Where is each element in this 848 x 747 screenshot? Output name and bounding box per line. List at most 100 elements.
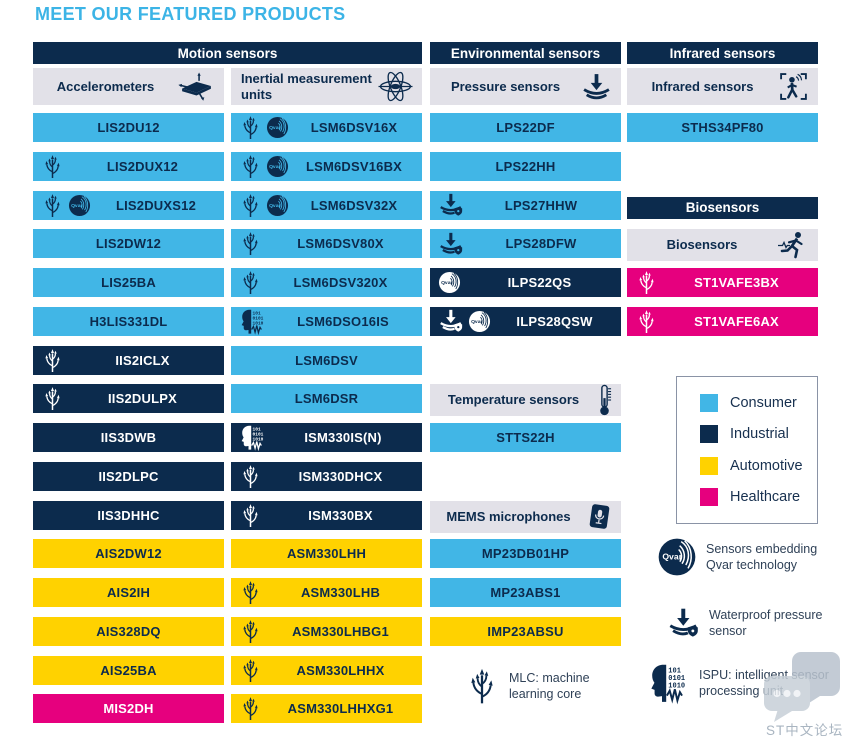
ispu-icon: 101 0101 1010	[241, 425, 264, 451]
product-row[interactable]: LIS2DU12	[33, 113, 224, 142]
product-row[interactable]: MP23DB01HP	[430, 539, 621, 569]
product-row[interactable]: ST1VAFE3BX	[627, 268, 818, 297]
page-title: MEET OUR FEATURED PRODUCTS	[35, 4, 346, 24]
product-label: ASM330LHHXG1	[287, 701, 394, 717]
product-row[interactable]: IIS3DWB	[33, 423, 224, 452]
product-label: LSM6DSO16IS	[297, 313, 389, 329]
svg-text:1010: 1010	[668, 682, 685, 690]
mlc-icon	[243, 503, 258, 527]
product-label: ISM330DHCX	[298, 468, 383, 484]
product-label: IMP23ABSU	[487, 623, 564, 639]
group-header-environmental-sensors: Environmental sensors	[430, 42, 621, 64]
product-row[interactable]: ISM330DHCX	[231, 461, 422, 491]
product-label: ISM330BX	[308, 507, 373, 523]
waterproof-icon	[669, 608, 698, 637]
subheader-label: Inertial measurement units	[241, 70, 372, 102]
product-row[interactable]: ISM330BX	[231, 500, 422, 530]
product-row[interactable]: ASM330LHHXG1	[231, 694, 422, 724]
footnote-text: MLC: machine learning core	[509, 671, 590, 701]
mlc-icon	[639, 309, 654, 333]
product-row[interactable]: AIS2IH	[33, 578, 224, 607]
legend-label: Healthcare	[730, 489, 801, 506]
qvar-icon: Qvar	[266, 194, 289, 216]
product-label: LSM6DSV80X	[297, 236, 384, 252]
mlc-icon	[243, 619, 258, 643]
product-row[interactable]: IIS2ICLX	[33, 345, 224, 375]
product-label: LPS22HH	[495, 158, 556, 174]
product-row[interactable]: ASM330LHHX	[231, 655, 422, 685]
product-row[interactable]: LSM6DSV320X	[231, 268, 422, 297]
svg-text:Qvar: Qvar	[471, 319, 482, 325]
footnote-mlc: MLC: machine learning core	[464, 666, 590, 706]
mlc-icon	[243, 581, 258, 604]
footnote-text: Waterproof pressure sensor	[709, 608, 823, 638]
mlc-icon	[45, 193, 60, 217]
product-row[interactable]: ASM330LHBG1	[231, 616, 422, 646]
mlc-icon	[243, 697, 258, 721]
product-row[interactable]: LPS22DF	[430, 113, 621, 142]
product-row[interactable]: ASM330LHB	[231, 578, 422, 607]
product-row[interactable]: Qvar ILPS22QS	[430, 268, 621, 297]
biosensor-icon	[778, 232, 803, 259]
legend-item: Automotive	[700, 456, 817, 475]
product-row[interactable]: LSM6DSV	[231, 345, 422, 375]
product-row[interactable]: IIS2DULPX	[33, 384, 224, 414]
product-label: AIS328DQ	[96, 623, 161, 639]
product-row[interactable]: Qvar LSM6DSV16BX	[231, 151, 422, 181]
mlc-icon	[243, 193, 258, 217]
product-label: IIS3DWB	[100, 430, 157, 445]
product-row[interactable]: ASM330LHH	[231, 539, 422, 569]
group-header-motion-sensors: Motion sensors	[33, 42, 422, 64]
legend-swatch	[700, 456, 718, 475]
product-row[interactable]: AIS2DW12	[33, 539, 224, 569]
product-row[interactable]: Qvar ILPS28QSW	[430, 306, 621, 336]
product-label: LIS25BA	[101, 275, 156, 290]
product-row[interactable]: AIS25BA	[33, 655, 224, 685]
product-label: LSM6DSV320X	[293, 275, 388, 290]
product-row[interactable]: LIS2DW12	[33, 229, 224, 259]
mlc-icon	[639, 271, 654, 294]
product-row[interactable]: Qvar LIS2DUXS12	[33, 190, 224, 220]
product-row[interactable]: Qvar LSM6DSV32X	[231, 190, 422, 220]
product-row[interactable]: MP23ABS1	[430, 578, 621, 607]
mlc-icon	[45, 348, 60, 372]
product-row[interactable]: STTS22H	[430, 423, 621, 452]
legend-label: Industrial	[730, 426, 789, 443]
svg-text:101: 101	[668, 667, 681, 675]
product-label: LSM6DSV16X	[310, 120, 398, 135]
product-row[interactable]: IIS3DHHC	[33, 500, 224, 530]
product-row[interactable]: 101 0101 1010 LSM6DSO16IS	[231, 306, 422, 336]
product-row[interactable]: LPS28DFW	[430, 229, 621, 259]
product-row[interactable]: 101 0101 1010 ISM330IS(N)	[231, 423, 422, 452]
product-label: ST1VAFE6AX	[694, 313, 779, 329]
product-row[interactable]: LIS25BA	[33, 268, 224, 297]
subheader-label: MEMS microphones	[446, 508, 571, 524]
product-row[interactable]: IIS2DLPC	[33, 461, 224, 491]
qvar-icon: Qvar	[658, 538, 696, 576]
product-row[interactable]: IMP23ABSU	[430, 616, 621, 646]
product-row[interactable]: LPS27HHW	[430, 190, 621, 220]
microphone-icon	[589, 504, 610, 529]
product-row[interactable]: LPS22HH	[430, 151, 621, 181]
product-row[interactable]: LSM6DSV80X	[231, 229, 422, 259]
svg-text:Qvar: Qvar	[269, 164, 280, 170]
product-row[interactable]: MIS2DH	[33, 694, 224, 724]
product-row[interactable]: LIS2DUX12	[33, 151, 224, 181]
group-header-infrared-sensors: Infrared sensors	[627, 42, 818, 64]
product-row[interactable]: ST1VAFE6AX	[627, 306, 818, 336]
qvar-icon: Qvar	[266, 155, 289, 177]
product-row[interactable]: Qvar LSM6DSV16X	[231, 113, 422, 142]
product-label: LIS2DUX12	[106, 158, 179, 174]
svg-text:Qvar: Qvar	[269, 125, 280, 131]
chat-bubbles-icon	[762, 650, 844, 729]
mlc-icon	[243, 116, 258, 139]
mlc-icon	[243, 464, 258, 488]
product-row[interactable]: LSM6DSR	[231, 384, 422, 414]
product-row[interactable]: H3LIS331DL	[33, 306, 224, 336]
product-row[interactable]: AIS328DQ	[33, 616, 224, 646]
subheader-accelerometers: Accelerometers	[33, 68, 224, 105]
product-row[interactable]: STHS34PF80	[627, 113, 818, 142]
product-label: ILPS28QSW	[516, 313, 593, 329]
product-label: ILPS22QS	[507, 275, 572, 290]
